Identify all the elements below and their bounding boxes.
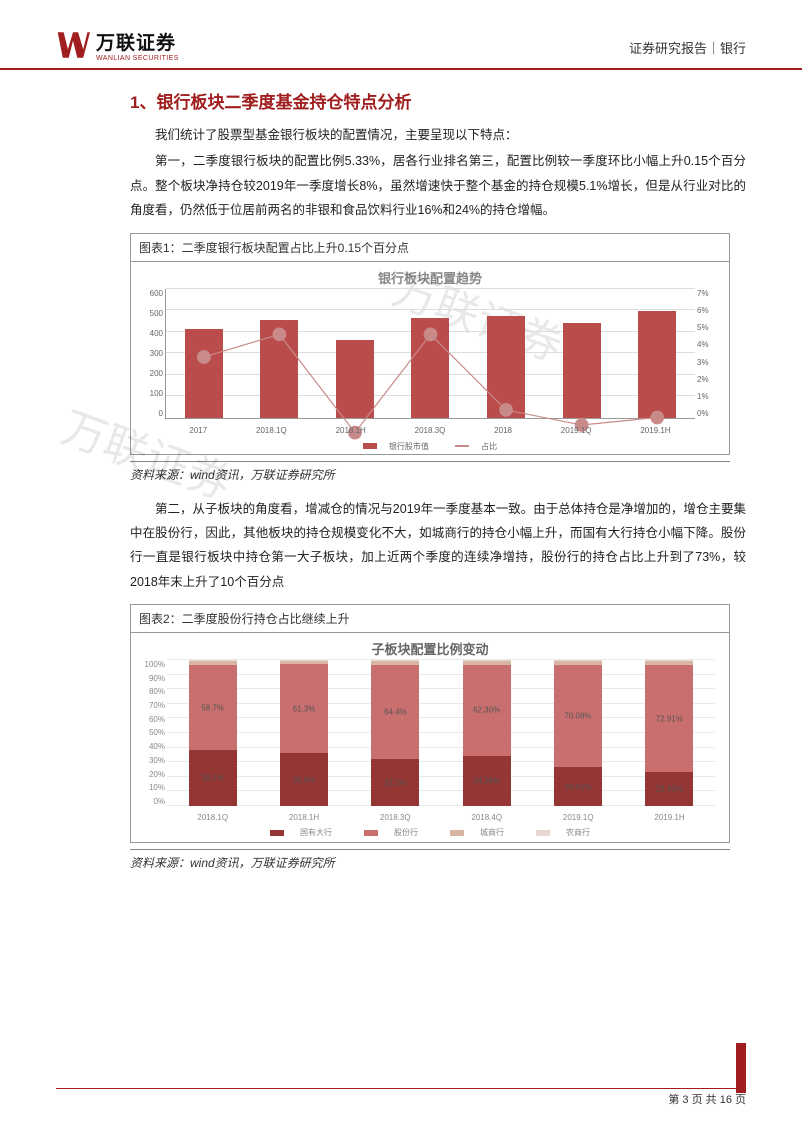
page-number: 第 3 页 共 16 页	[668, 1091, 746, 1107]
chart-1-xlabels: 20172018.1Q2018.1H2018.3Q20182019.1Q2019…	[165, 426, 695, 435]
chart-1-y-left: 6005004003002001000	[137, 289, 163, 419]
chart-1-box: 图表1：二季度银行板块配置占比上升0.15个百分点 银行板块配置趋势 万联证券 …	[130, 233, 730, 455]
page-footer: 第 3 页 共 16 页	[56, 1091, 746, 1107]
header-right: 证券研究报告｜银行	[629, 38, 746, 57]
chart-2-area: 38.1%58.7%36.0%61.3%32.2%64.4%34.28%62.3…	[167, 660, 715, 806]
chart-2-xlabels: 2018.1Q2018.1H2018.3Q2018.4Q2019.1Q2019.…	[167, 813, 715, 822]
chart-1-caption: 图表1：二季度银行板块配置占比上升0.15个百分点	[131, 234, 729, 262]
chart-2-legend: 国有大行股份行城商行农商行	[137, 827, 723, 838]
chart-2-source: 资料来源：wind资讯，万联证券研究所	[130, 849, 730, 871]
chart-1-title: 银行板块配置趋势	[137, 268, 723, 287]
chart-1-y-right: 7%6%5%4%3%2%1%0%	[697, 289, 723, 419]
content: 1、银行板块二季度基金持仓特点分析 我们统计了股票型基金银行板块的配置情况，主要…	[0, 70, 802, 871]
chart-2-cols: 38.1%58.7%36.0%61.3%32.2%64.4%34.28%62.3…	[167, 660, 715, 806]
logo-icon	[56, 30, 90, 60]
logo: 万联证券 WANLIAN SECURITIES	[56, 28, 179, 62]
logo-text-cn: 万联证券	[96, 28, 179, 55]
chart-2-box: 图表2：二季度股份行持仓占比继续上升 子板块配置比例变动 100%90%80%7…	[130, 604, 730, 843]
section-title: 1、银行板块二季度基金持仓特点分析	[130, 88, 746, 113]
para-2: 第一，二季度银行板块的配置比例5.33%，居各行业排名第三，配置比例较一季度环比…	[130, 149, 746, 222]
para-1: 我们统计了股票型基金银行板块的配置情况，主要呈现以下特点：	[130, 123, 746, 147]
chart-2-caption: 图表2：二季度股份行持仓占比继续上升	[131, 605, 729, 633]
chart-2-yaxis: 100%90%80%70%60%50%40%30%20%10%0%	[137, 660, 165, 806]
chart-2-title: 子板块配置比例变动	[137, 639, 723, 658]
side-tab	[736, 1043, 746, 1093]
chart-2-plot: 100%90%80%70%60%50%40%30%20%10%0% 38.1%5…	[137, 660, 723, 840]
chart-1-plot: 6005004003002001000 7%6%5%4%3%2%1%0% 201…	[137, 289, 723, 439]
chart-1-area	[165, 289, 695, 419]
logo-text-en: WANLIAN SECURITIES	[96, 55, 179, 62]
page-header: 万联证券 WANLIAN SECURITIES 证券研究报告｜银行	[0, 0, 802, 70]
